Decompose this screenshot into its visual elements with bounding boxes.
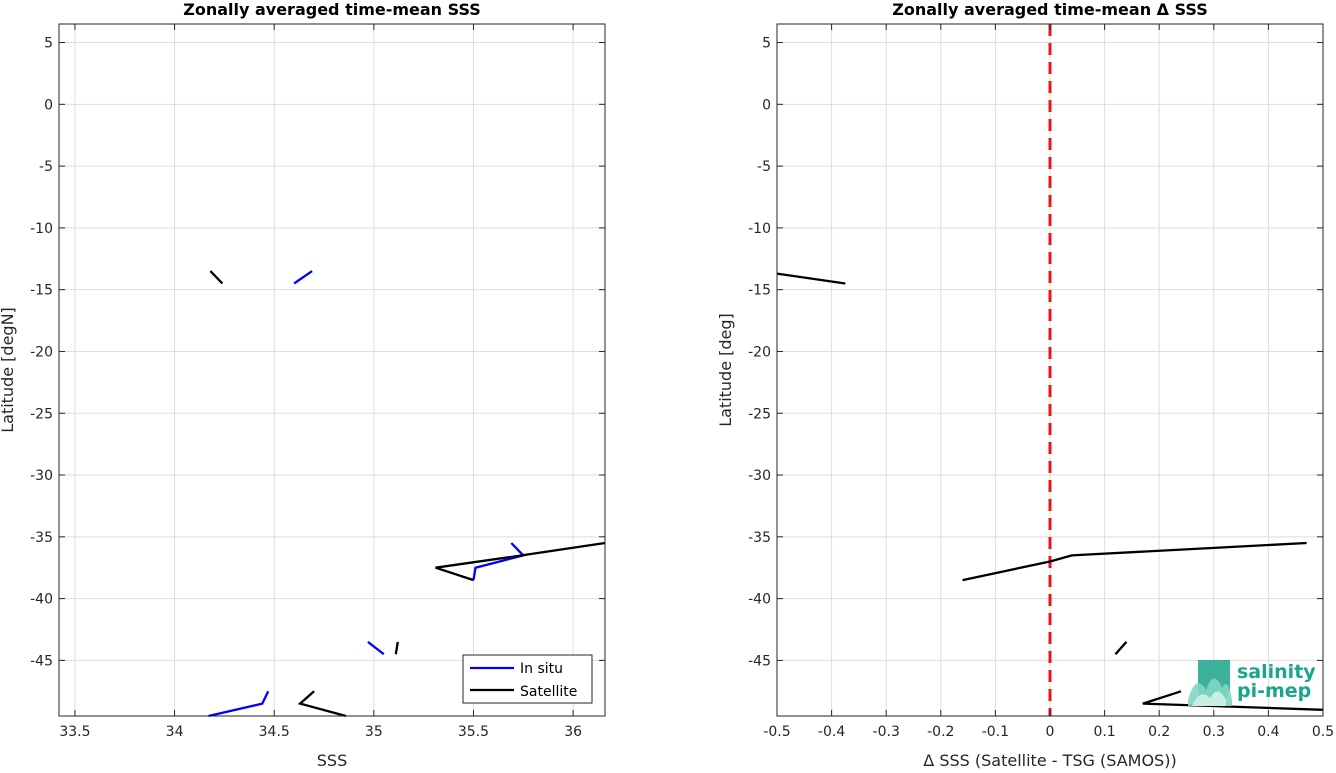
- sss-panel: 33.5 34 34.5 35 35.5 36 5 0 -5 -10 -15 -20 -25 -30 -35…: [0, 0, 606, 770]
- series-0-line: [1114, 641, 1128, 655]
- x-tick-label: 34: [166, 724, 184, 740]
- x-tick-label: 35.5: [458, 724, 489, 740]
- y-tick-label: -25: [748, 406, 771, 422]
- x-tick-label: -0.3: [873, 724, 900, 740]
- chart-title: Zonally averaged time-mean SSS: [183, 0, 481, 19]
- x-tick-label: -0.1: [982, 724, 1009, 740]
- logo-wave-icon: [1188, 660, 1232, 706]
- y-tick-label: -40: [748, 592, 771, 608]
- y-tick-label: -5: [757, 159, 771, 175]
- in-situ-line: [472, 542, 526, 581]
- axes-frame: [58, 23, 606, 717]
- x-tick-label: 36: [564, 724, 582, 740]
- y-tick-label: -35: [30, 530, 53, 546]
- x-tick-label: 0.4: [1257, 724, 1279, 740]
- y-tick-label: 5: [44, 36, 53, 52]
- x-tick-label: 0.5: [1312, 724, 1334, 740]
- x-tick-label: -0.5: [763, 724, 790, 740]
- x-tick-label: 0: [1046, 724, 1055, 740]
- x-tick-label: 0.3: [1203, 724, 1225, 740]
- salinity-pi-mep-logo: salinity pi-mep: [1188, 660, 1316, 706]
- y-tick-label: 5: [762, 36, 771, 52]
- y-tick-label: -30: [748, 468, 771, 484]
- y-tick-label: -10: [30, 221, 53, 237]
- y-tick-label: -5: [39, 159, 53, 175]
- logo-line2: pi-mep: [1237, 680, 1311, 702]
- y-tick-label: -15: [30, 283, 53, 299]
- y-axis-label: Latitude [degN]: [0, 307, 17, 433]
- y-tick-label: -10: [748, 221, 771, 237]
- in-situ-line: [208, 690, 270, 718]
- x-tick-label: 0.2: [1148, 724, 1170, 740]
- delta-sss-panel: -0.5 -0.4 -0.3 -0.2 -0.1 0 0.1 0.2 0.3 0.4 0.5 5 0 -5…: [716, 0, 1334, 770]
- y-tick-label: -15: [748, 283, 771, 299]
- x-tick-label: 33.5: [59, 724, 90, 740]
- y-tick-label: -45: [30, 653, 53, 669]
- series-0-line: [1142, 690, 1324, 711]
- y-axis-label: Latitude [deg]: [716, 313, 735, 427]
- x-axis-label: Δ SSS (Satellite - TSG (SAMOS)): [923, 751, 1176, 769]
- y-tick-label: -35: [748, 530, 771, 546]
- plot-area: [59, 24, 605, 716]
- legend-insitu-label: In situ: [520, 661, 563, 677]
- logo-line1: salinity: [1237, 661, 1316, 683]
- x-tick-label: 35: [365, 724, 383, 740]
- x-tick-label: 34.5: [259, 724, 290, 740]
- series-0-line: [776, 272, 846, 285]
- y-tick-label: 0: [44, 97, 53, 113]
- x-tick-label: 0.1: [1093, 724, 1115, 740]
- legend: In situ Satellite: [462, 654, 593, 704]
- y-tick-label: -20: [748, 344, 771, 360]
- y-tick-label: -30: [30, 468, 53, 484]
- satellite-line: [209, 270, 224, 285]
- y-tick-label: -40: [30, 592, 53, 608]
- y-tick-label: -20: [30, 344, 53, 360]
- x-tick-label: -0.4: [818, 724, 845, 740]
- satellite-line: [435, 541, 606, 582]
- satellite-line: [297, 690, 347, 718]
- y-tick-label: -45: [748, 653, 771, 669]
- legend-satellite-label: Satellite: [520, 684, 577, 700]
- satellite-line: [394, 641, 399, 655]
- x-tick-label: -0.2: [927, 724, 954, 740]
- legend-box: [462, 654, 593, 704]
- in-situ-line: [367, 640, 385, 656]
- y-tick-label: 0: [762, 97, 771, 113]
- in-situ-line: [293, 270, 313, 285]
- chart-title: Zonally averaged time-mean Δ SSS: [892, 0, 1208, 19]
- x-axis-label: SSS: [317, 751, 347, 769]
- series-0-line: [962, 541, 1307, 582]
- y-tick-label: -25: [30, 406, 53, 422]
